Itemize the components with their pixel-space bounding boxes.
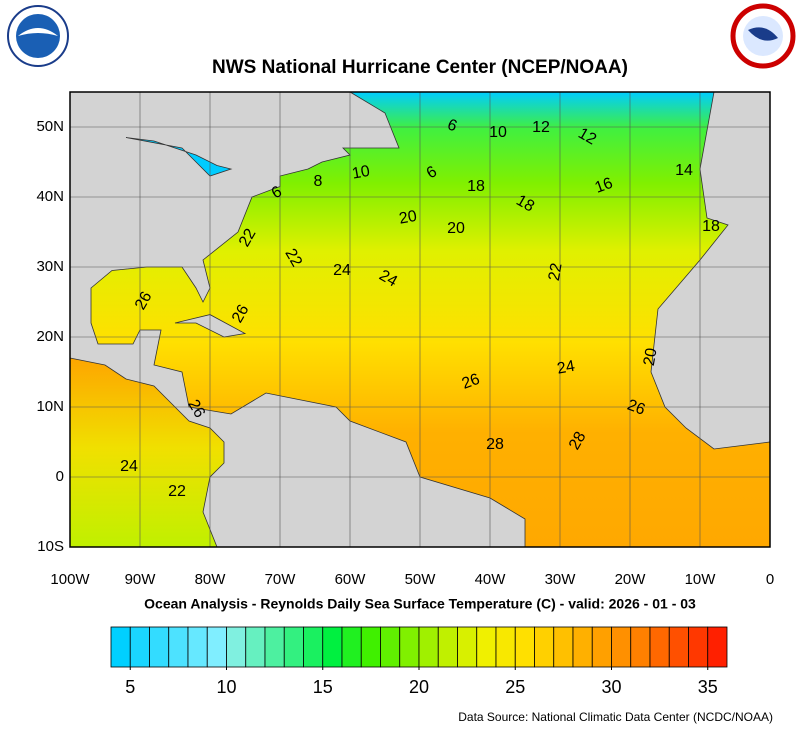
lon-tick-label: 40W [475, 571, 507, 588]
colorbar-box [476, 626, 497, 668]
colorbar-box [495, 626, 516, 668]
contour-label: 26 [460, 371, 483, 393]
contour-label: 28 [566, 429, 590, 453]
lon-tick-label: 30W [545, 571, 577, 588]
colorbar-box [399, 626, 420, 668]
lat-tick-label: 40N [36, 188, 64, 205]
colorbar-box [418, 626, 439, 668]
data-source: Data Source: National Climatic Data Cent… [458, 710, 773, 724]
colorbar-box [457, 626, 478, 668]
lon-tick-label: 60W [335, 571, 367, 588]
colorbar-label: 25 [505, 677, 525, 697]
nws-logo [730, 3, 796, 69]
colorbar-label: 30 [601, 677, 621, 697]
lon-tick-label: 10W [685, 571, 717, 588]
lon-tick-label: 90W [125, 571, 157, 588]
colorbar-box [437, 626, 458, 668]
colorbar-box [668, 626, 689, 668]
colorbar-box [360, 626, 381, 668]
colorbar-label: 10 [216, 677, 236, 697]
colorbar: 5 10 15 20 25 30 35 [110, 626, 728, 697]
lat-tick-label: 30N [36, 258, 64, 275]
contour-label: 26 [132, 289, 156, 313]
contour-label: 20 [641, 347, 661, 368]
colorbar-label: 20 [409, 677, 429, 697]
lat-tick-label: 10N [36, 398, 64, 415]
contour-label: 14 [675, 162, 693, 179]
colorbar-box [514, 626, 535, 668]
colorbar-box [322, 626, 343, 668]
lat-tick-label: 10S [37, 538, 64, 555]
colorbar-box [206, 626, 227, 668]
colorbar-box [572, 626, 593, 668]
lon-tick-label: 100W [50, 571, 90, 588]
contour-label: 24 [376, 267, 400, 291]
contour-label: 26 [184, 397, 208, 421]
colorbar-box [303, 626, 324, 668]
colorbar-label: 35 [698, 677, 718, 697]
colorbar-box [264, 626, 285, 668]
contour-label: 12 [532, 119, 550, 136]
contour-label: 24 [556, 358, 577, 378]
lat-tick-label: 0 [56, 468, 64, 485]
colorbar-box [707, 626, 728, 668]
contour-label: 22 [236, 226, 260, 250]
colorbar-box [168, 626, 189, 668]
lon-tick-label: 20W [615, 571, 647, 588]
lat-tick-label: 50N [36, 118, 64, 135]
contour-label: 16 [593, 175, 616, 197]
contour-label: 24 [333, 262, 351, 279]
contour-label: 24 [120, 458, 138, 475]
lon-tick-label: 70W [265, 571, 297, 588]
colorbar-box [149, 626, 170, 668]
lon-tick-label: 50W [405, 571, 437, 588]
great-lakes [125, 137, 233, 177]
noaa-logo [7, 5, 69, 67]
lon-tick-label: 80W [195, 571, 227, 588]
contour-label: 22 [168, 483, 186, 500]
colorbar-box [110, 626, 131, 668]
colorbar-box [649, 626, 670, 668]
contour-label: 20 [447, 220, 465, 237]
contour-label: 10 [489, 124, 507, 141]
colorbar-box [688, 626, 709, 668]
colorbar-box [380, 626, 401, 668]
ocean [69, 91, 771, 548]
colorbar-box [226, 626, 247, 668]
map-frame [69, 91, 771, 548]
colorbar-label: 15 [313, 677, 333, 697]
colorbar-box [534, 626, 555, 668]
colorbar-box [630, 626, 651, 668]
contour-label: 28 [486, 436, 504, 453]
colorbar-box [341, 626, 362, 668]
contour-label: 8 [314, 173, 323, 190]
colorbar-box [129, 626, 150, 668]
contour-label: 22 [281, 246, 305, 270]
contour-label: 26 [625, 397, 648, 419]
title: NWS National Hurricane Center (NCEP/NOAA… [212, 57, 628, 78]
contour-label: 26 [229, 302, 253, 326]
contour-label: 18 [702, 218, 720, 235]
contour-label: 18 [513, 192, 537, 216]
lon-tick-label: 0 [766, 571, 774, 588]
contour-label: 10 [351, 163, 372, 183]
subtitle: Ocean Analysis - Reynolds Daily Sea Surf… [144, 596, 696, 612]
colorbar-box [187, 626, 208, 668]
colorbar-box [591, 626, 612, 668]
colorbar-box [245, 626, 266, 668]
colorbar-box [553, 626, 574, 668]
contour-label: 18 [467, 178, 485, 195]
colorbar-label: 5 [125, 677, 135, 697]
contour-label: 22 [546, 262, 566, 283]
contour-label: 12 [575, 125, 599, 149]
pacific [69, 357, 225, 548]
contour-label: 20 [398, 208, 419, 228]
colorbar-box [611, 626, 632, 668]
lat-tick-label: 20N [36, 328, 64, 345]
colorbar-box [283, 626, 304, 668]
